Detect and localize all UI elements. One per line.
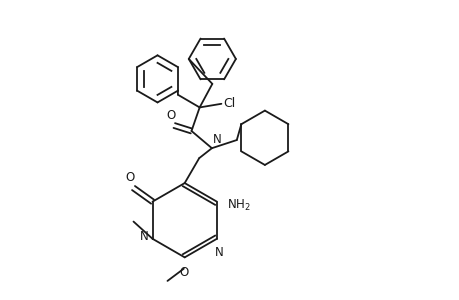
- Text: Cl: Cl: [222, 97, 235, 110]
- Text: O: O: [179, 266, 188, 278]
- Text: N: N: [213, 134, 222, 146]
- Text: O: O: [166, 110, 175, 122]
- Text: N: N: [214, 246, 223, 259]
- Text: O: O: [125, 171, 134, 184]
- Text: N: N: [140, 230, 149, 243]
- Text: NH$_2$: NH$_2$: [226, 198, 250, 213]
